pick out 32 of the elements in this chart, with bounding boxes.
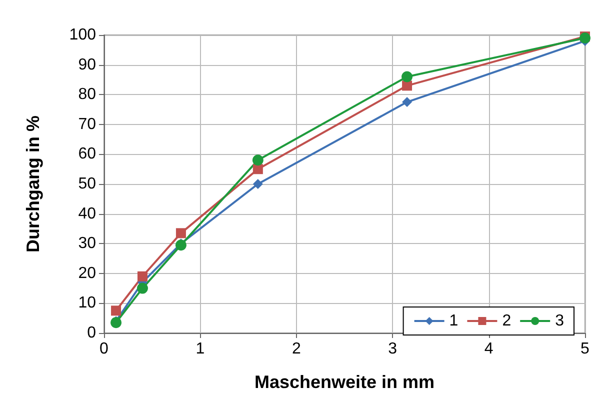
y-tick-label: 50 [78, 176, 96, 192]
point [252, 154, 264, 166]
point [402, 71, 413, 82]
y-tick-label: 90 [78, 56, 96, 74]
y-tick-label: 30 [78, 235, 96, 252]
point [402, 80, 412, 91]
x-tick-label: 5 [580, 340, 590, 358]
y-tick-label: 70 [78, 116, 96, 133]
y-tick-label: 100 [69, 26, 96, 44]
point [137, 271, 148, 282]
legend-label: 2 [502, 312, 512, 330]
x-tick-label: 3 [388, 340, 398, 358]
point [111, 306, 122, 316]
point [176, 228, 186, 238]
y-tick-label: 40 [78, 205, 96, 222]
point [402, 97, 412, 108]
point [252, 179, 263, 189]
y-tick-label: 10 [78, 294, 96, 312]
y-tick-label: 80 [78, 86, 96, 104]
x-tick-label: 1 [196, 340, 205, 358]
y-tick-label: 20 [78, 264, 96, 282]
point [252, 164, 263, 174]
y-tick-label: 60 [78, 146, 96, 163]
x-tick-label: 4 [484, 340, 494, 358]
point [136, 282, 148, 294]
x-axis-title: Maschenweite in mm [254, 372, 435, 392]
y-axis-title: Durchgang in % [23, 115, 43, 253]
x-tick-label: 2 [292, 340, 301, 358]
legend-label: 3 [555, 312, 564, 330]
legend-label: 1 [449, 312, 458, 330]
x-tick-label: 0 [100, 340, 109, 358]
y-tick-label: 0 [87, 324, 96, 342]
